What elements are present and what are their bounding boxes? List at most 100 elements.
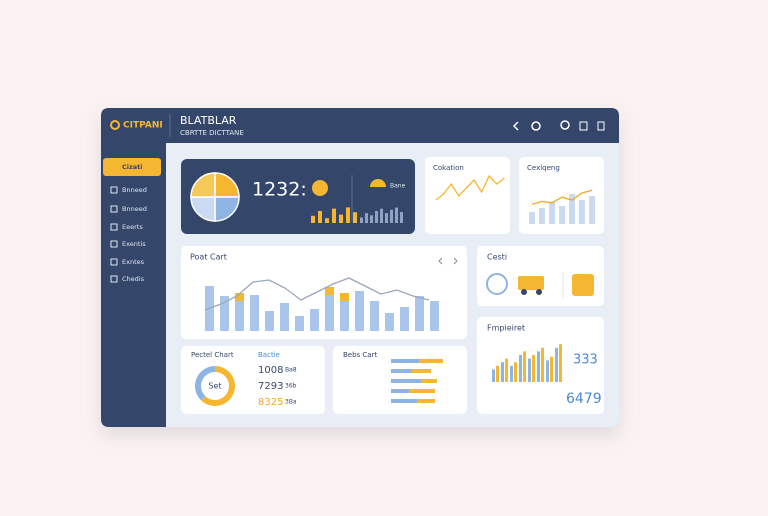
bar bbox=[370, 301, 379, 331]
bar bbox=[421, 379, 437, 383]
bar bbox=[235, 301, 244, 331]
card-title: Pectel Chart bbox=[191, 351, 234, 359]
wheel bbox=[521, 289, 527, 295]
bar bbox=[380, 208, 383, 223]
pie-slice bbox=[190, 172, 216, 198]
bar bbox=[496, 365, 499, 382]
bar bbox=[310, 309, 319, 331]
card-title: Cokation bbox=[433, 164, 464, 172]
pager-icon[interactable] bbox=[438, 257, 458, 265]
bar bbox=[549, 202, 555, 224]
bar bbox=[311, 215, 315, 223]
logo-text: CITPANI bbox=[123, 121, 163, 131]
card-title: Fmpieiret bbox=[487, 324, 525, 333]
bar bbox=[390, 209, 393, 223]
bar bbox=[265, 311, 274, 331]
bar bbox=[501, 362, 504, 382]
bar bbox=[569, 194, 575, 224]
menu-item: Eeerts bbox=[122, 223, 143, 231]
truck-icon bbox=[518, 276, 544, 290]
bar bbox=[523, 351, 526, 382]
bar bbox=[579, 200, 585, 224]
menu-icon bbox=[110, 258, 118, 266]
big-number: 6479 bbox=[566, 391, 602, 407]
row-value: 7293 bbox=[258, 381, 283, 392]
menu-item: Exntes bbox=[122, 258, 145, 266]
sidebar bbox=[101, 143, 166, 427]
bell-icon[interactable] bbox=[579, 121, 588, 131]
bar bbox=[528, 358, 531, 382]
bar bbox=[532, 355, 535, 382]
header-bar bbox=[101, 108, 619, 143]
bar bbox=[391, 359, 419, 363]
bar bbox=[589, 196, 595, 224]
bar bbox=[409, 389, 435, 393]
card-title: Cesti bbox=[487, 253, 507, 262]
pie-slice bbox=[201, 366, 236, 407]
menu-icon bbox=[110, 275, 118, 283]
bar bbox=[346, 207, 350, 223]
menu-item: Exentis bbox=[122, 240, 146, 248]
menu-item: Chedis bbox=[122, 275, 145, 283]
back-icon[interactable] bbox=[512, 121, 519, 131]
settings-icon[interactable] bbox=[531, 121, 541, 131]
bar bbox=[385, 313, 394, 331]
bar bbox=[375, 210, 378, 223]
bar bbox=[417, 399, 435, 403]
row-value: 8325 bbox=[258, 397, 283, 408]
bar bbox=[400, 212, 403, 223]
card-title: Poat Cart bbox=[190, 253, 227, 262]
menu-icon bbox=[110, 240, 118, 248]
bar bbox=[415, 296, 424, 331]
row-label: 36b bbox=[285, 383, 297, 390]
bar bbox=[353, 212, 357, 223]
bar bbox=[514, 362, 517, 382]
bar bbox=[529, 212, 535, 224]
bar bbox=[550, 356, 553, 382]
bar bbox=[325, 295, 334, 331]
search-icon[interactable] bbox=[560, 120, 570, 130]
bar bbox=[419, 359, 443, 363]
bar bbox=[370, 215, 373, 223]
menu-item: Cizati bbox=[122, 163, 143, 171]
line bbox=[531, 189, 593, 205]
pie-slice bbox=[195, 366, 215, 401]
bar-top bbox=[340, 293, 349, 301]
menu-icon[interactable] bbox=[597, 121, 605, 131]
row-value: 1008 bbox=[258, 365, 283, 376]
bar bbox=[559, 206, 565, 224]
bar-top bbox=[235, 293, 244, 301]
bar bbox=[391, 389, 409, 393]
bar bbox=[318, 211, 322, 223]
bar bbox=[505, 358, 508, 382]
column-header: Bactie bbox=[258, 351, 280, 359]
pie-slice bbox=[214, 196, 240, 222]
bar bbox=[325, 218, 329, 223]
donut-center: Set bbox=[208, 382, 221, 391]
menu-icon bbox=[110, 223, 118, 231]
pie-slice bbox=[214, 172, 240, 198]
clock-icon bbox=[486, 273, 508, 295]
card-title: Cexlqeng bbox=[527, 164, 560, 172]
bar bbox=[220, 296, 229, 331]
line bbox=[204, 277, 430, 311]
bar bbox=[295, 316, 304, 331]
helmet-icon bbox=[370, 179, 386, 187]
bar bbox=[332, 208, 336, 223]
big-number: 333 bbox=[573, 353, 598, 368]
bar bbox=[250, 295, 259, 331]
bar bbox=[492, 369, 495, 382]
row-label: Ba8 bbox=[285, 367, 297, 374]
coin-icon bbox=[312, 180, 328, 196]
bar bbox=[360, 217, 363, 223]
bar bbox=[365, 213, 368, 223]
sidebar-active[interactable] bbox=[103, 158, 161, 176]
bar-top bbox=[325, 287, 334, 295]
card-title: Bebs Cart bbox=[343, 351, 377, 359]
bar bbox=[391, 379, 421, 383]
bar bbox=[510, 365, 513, 382]
bar bbox=[391, 369, 411, 373]
logo-icon bbox=[110, 120, 120, 130]
line bbox=[435, 174, 505, 201]
